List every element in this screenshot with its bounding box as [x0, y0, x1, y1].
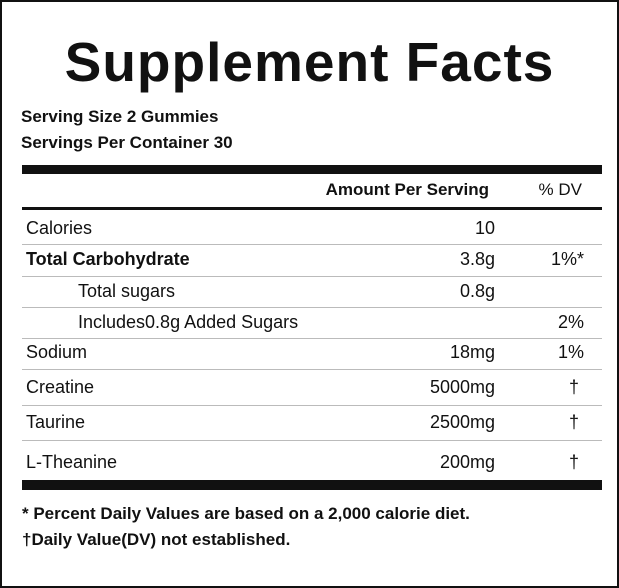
row-label: Creatine — [26, 377, 95, 397]
column-header: % DV — [538, 180, 582, 199]
footnote: * Percent Daily Values are based on a 2,… — [22, 504, 470, 523]
row-dv: 2% — [557, 312, 584, 332]
row-rule — [22, 440, 602, 441]
row-label: L-Theanine — [26, 452, 118, 472]
row-dv: 1%* — [550, 249, 584, 269]
medium-rule — [22, 207, 602, 210]
row-rule — [22, 405, 602, 406]
row-label: Sodium — [26, 342, 88, 362]
row-label: Total sugars — [78, 281, 176, 301]
row-amount: 2500mg — [429, 412, 495, 432]
column-header: Amount Per Serving — [325, 180, 489, 199]
row-dv: 1% — [557, 342, 584, 362]
servings-per-container: Servings Per Container 30 — [21, 133, 233, 152]
row-amount: 0.8g — [459, 281, 495, 301]
row-rule — [22, 244, 602, 245]
thick-rule — [22, 165, 602, 174]
row-amount: 3.8g — [459, 249, 495, 269]
footnote: †Daily Value(DV) not established. — [22, 530, 291, 549]
title: Supplement Facts — [64, 31, 555, 93]
row-dv: † — [568, 377, 579, 397]
row-label: Total Carbohydrate — [26, 249, 190, 269]
row-label: Includes0.8g Added Sugars — [78, 312, 299, 332]
row-amount: 18mg — [449, 342, 495, 362]
row-rule — [22, 369, 602, 370]
row-rule — [22, 276, 602, 277]
row-label: Calories — [26, 218, 93, 238]
row-amount: 200mg — [439, 452, 495, 472]
row-amount: 5000mg — [429, 377, 495, 397]
row-amount: 10 — [474, 218, 495, 238]
row-dv: † — [568, 452, 579, 472]
serving-size: Serving Size 2 Gummies — [21, 107, 219, 126]
thick-rule — [22, 480, 602, 490]
row-label: Taurine — [26, 412, 86, 432]
row-dv: † — [568, 412, 579, 432]
row-rule — [22, 307, 602, 308]
row-rule — [22, 338, 602, 339]
